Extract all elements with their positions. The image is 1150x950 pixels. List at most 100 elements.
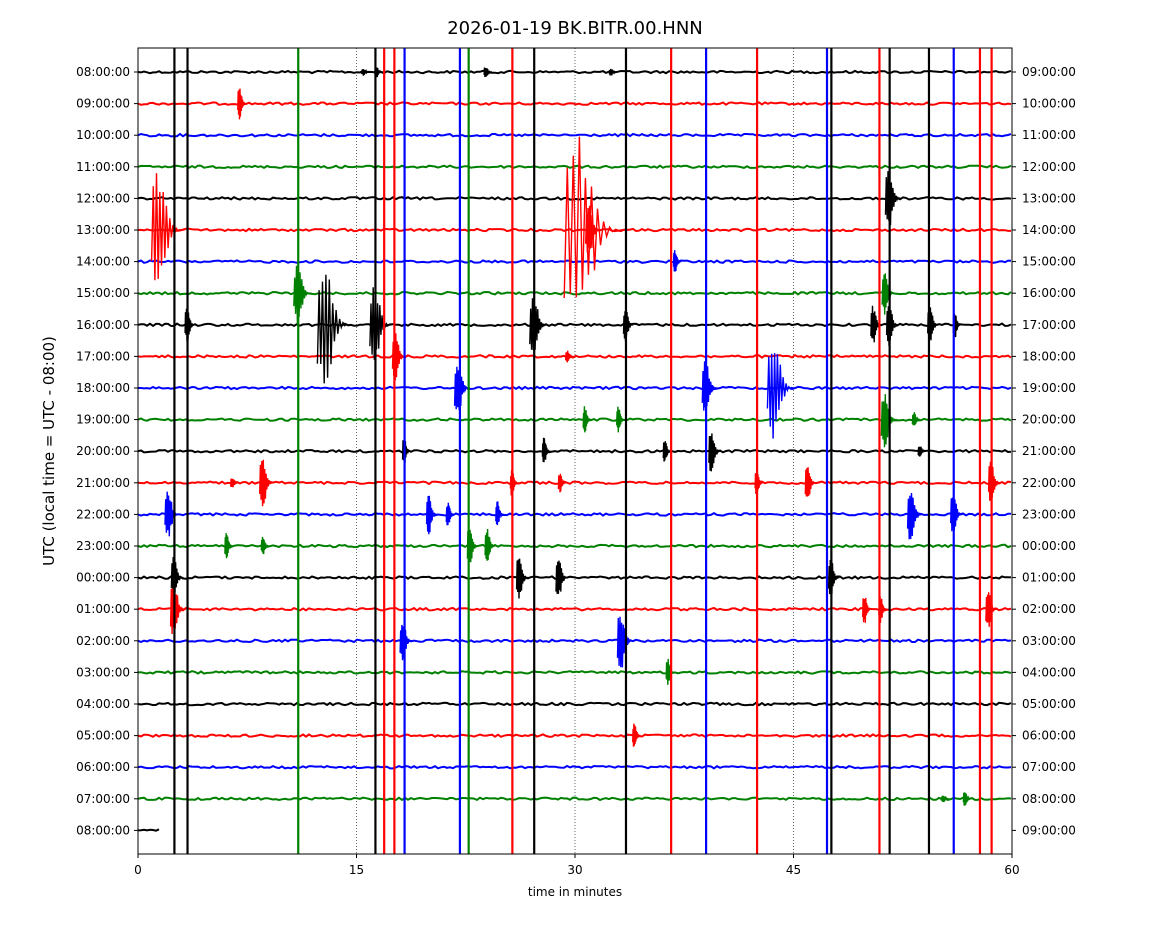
trace-line xyxy=(137,638,1012,644)
event-burst xyxy=(361,68,370,76)
y-tick-label: 07:00:00 xyxy=(76,792,130,806)
y2-tick-label: 06:00:00 xyxy=(1022,729,1076,743)
y2-tick-label: 00:00:00 xyxy=(1022,539,1076,553)
trace-line xyxy=(137,670,1012,675)
y2-tick-label: 09:00:00 xyxy=(1022,823,1076,837)
event-burst xyxy=(940,795,950,803)
y2-tick-label: 12:00:00 xyxy=(1022,160,1076,174)
event-burst xyxy=(369,287,392,360)
y2-tick-label: 16:00:00 xyxy=(1022,286,1076,300)
y2-tick-label: 21:00:00 xyxy=(1022,444,1076,458)
y-tick-label: 05:00:00 xyxy=(76,729,130,743)
event-burst xyxy=(563,136,625,299)
event-burst xyxy=(399,623,413,661)
y2-tick-label: 19:00:00 xyxy=(1022,381,1076,395)
y2-tick-label: 02:00:00 xyxy=(1022,602,1076,616)
y-tick-label: 23:00:00 xyxy=(76,539,130,553)
event-burst xyxy=(557,473,567,493)
event-burst xyxy=(708,433,721,472)
x-tick-label: 15 xyxy=(349,863,364,877)
y2-tick-label: 01:00:00 xyxy=(1022,571,1076,585)
y2-tick-label: 22:00:00 xyxy=(1022,476,1076,490)
event-burst xyxy=(582,406,592,433)
trace-line xyxy=(137,69,1012,75)
trace-line xyxy=(137,480,1012,486)
y2-tick-label: 03:00:00 xyxy=(1022,634,1076,648)
trace-line xyxy=(137,132,1012,138)
y-tick-label: 08:00:00 xyxy=(76,65,130,79)
y2-tick-label: 11:00:00 xyxy=(1022,128,1076,142)
event-burst xyxy=(529,296,548,351)
y2-tick-label: 10:00:00 xyxy=(1022,97,1076,111)
trace-line xyxy=(137,733,1012,738)
event-burst xyxy=(260,536,270,555)
event-burst xyxy=(804,467,817,497)
y-tick-label: 08:00:00 xyxy=(76,823,130,837)
y-tick-label: 18:00:00 xyxy=(76,381,130,395)
y-tick-label: 21:00:00 xyxy=(76,476,130,490)
event-burst xyxy=(662,441,672,462)
y-tick-label: 13:00:00 xyxy=(76,223,130,237)
event-burst xyxy=(515,558,529,599)
event-burst xyxy=(632,723,641,747)
y-tick-label: 16:00:00 xyxy=(76,318,130,332)
y-tick-label: 10:00:00 xyxy=(76,128,130,142)
y-tick-label: 14:00:00 xyxy=(76,255,130,269)
event-burst xyxy=(150,173,185,281)
trace-line xyxy=(137,417,1012,422)
y-tick-label: 09:00:00 xyxy=(76,97,130,111)
trace-line xyxy=(137,701,1012,707)
event-burst xyxy=(541,437,551,463)
event-burst xyxy=(911,412,921,426)
x-tick-label: 30 xyxy=(567,863,582,877)
event-burst xyxy=(616,406,625,433)
y-tick-label: 11:00:00 xyxy=(76,160,130,174)
y-tick-label: 17:00:00 xyxy=(76,349,130,363)
trace-line xyxy=(137,543,1012,549)
event-burst xyxy=(906,492,924,540)
y2-tick-label: 08:00:00 xyxy=(1022,792,1076,806)
right-y-axis: 09:00:00 10:00:00 11:00:00 12:00:00 13:00:00… xyxy=(1012,65,1076,837)
y2-tick-label: 14:00:00 xyxy=(1022,223,1076,237)
trace-line xyxy=(137,448,1012,454)
event-burst xyxy=(316,274,352,384)
y-tick-label: 01:00:00 xyxy=(76,602,130,616)
y-tick-label: 12:00:00 xyxy=(76,191,130,205)
event-burst xyxy=(917,446,927,457)
trace-line xyxy=(137,354,1012,359)
event-burst xyxy=(701,361,718,411)
event-burst xyxy=(672,250,682,272)
trace-line xyxy=(137,290,1012,296)
y-tick-label: 06:00:00 xyxy=(76,760,130,774)
event-burst xyxy=(445,502,455,526)
y2-tick-label: 17:00:00 xyxy=(1022,318,1076,332)
event-burst xyxy=(862,597,872,623)
event-burst xyxy=(827,559,840,595)
event-burst xyxy=(766,353,797,439)
event-burst xyxy=(962,792,972,806)
trace-line xyxy=(137,796,1012,802)
y2-tick-label: 09:00:00 xyxy=(1022,65,1076,79)
event-burst xyxy=(169,588,186,635)
event-burst xyxy=(884,171,902,226)
event-burst xyxy=(987,461,1001,501)
event-burst xyxy=(608,68,618,76)
event-burst xyxy=(950,497,963,532)
y2-tick-label: 15:00:00 xyxy=(1022,255,1076,269)
trace-line xyxy=(138,385,1012,391)
y2-tick-label: 05:00:00 xyxy=(1022,697,1076,711)
y-tick-label: 00:00:00 xyxy=(76,571,130,585)
x-tick-label: 60 xyxy=(1004,863,1019,877)
event-burst xyxy=(495,501,504,526)
y2-tick-label: 20:00:00 xyxy=(1022,413,1076,427)
event-burst xyxy=(585,205,602,253)
trace-line xyxy=(137,259,1012,264)
trace-line xyxy=(137,828,160,832)
y-tick-label: 02:00:00 xyxy=(76,634,130,648)
left-y-axis: 08:00:00 09:00:00 10:00:00 11:00:00 12:00:00… xyxy=(76,65,138,837)
y2-tick-label: 07:00:00 xyxy=(1022,760,1076,774)
y-tick-label: 03:00:00 xyxy=(76,665,130,679)
x-tick-label: 0 xyxy=(134,863,142,877)
y2-tick-label: 04:00:00 xyxy=(1022,665,1076,679)
trace-line xyxy=(137,164,1012,170)
